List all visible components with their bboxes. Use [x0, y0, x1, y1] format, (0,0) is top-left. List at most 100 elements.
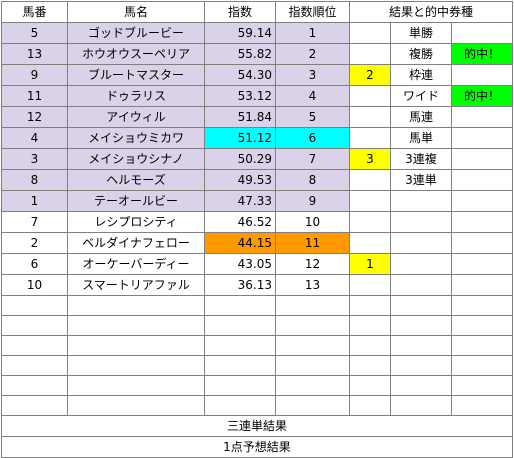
cell-number[interactable]: 3: [1, 148, 68, 170]
empty-cell[interactable]: [275, 335, 350, 356]
empty-cell[interactable]: [390, 355, 452, 376]
cell-rank[interactable]: 2: [275, 43, 350, 65]
cell-ticket[interactable]: [390, 253, 452, 275]
cell-hit[interactable]: [451, 22, 513, 44]
cell-index[interactable]: 51.84: [204, 106, 276, 128]
empty-cell[interactable]: [275, 295, 350, 316]
cell-rank[interactable]: 6: [275, 127, 350, 149]
cell-hit[interactable]: [451, 190, 513, 212]
empty-cell[interactable]: [204, 335, 276, 356]
cell-result[interactable]: [349, 274, 391, 296]
cell-horse[interactable]: ベルダイナフェロー: [67, 232, 205, 254]
cell-hit[interactable]: [451, 211, 513, 233]
header-result[interactable]: 結果と的中券種: [349, 1, 513, 23]
cell-horse[interactable]: ドゥラリス: [67, 85, 205, 107]
empty-cell[interactable]: [275, 355, 350, 376]
empty-cell[interactable]: [204, 375, 276, 396]
cell-index[interactable]: 59.14: [204, 22, 276, 44]
cell-hit[interactable]: 的中！: [451, 85, 513, 107]
cell-ticket[interactable]: [390, 232, 452, 254]
empty-cell[interactable]: [451, 395, 513, 416]
empty-cell[interactable]: [67, 395, 205, 416]
cell-result[interactable]: [349, 169, 391, 191]
one-point-result-cell[interactable]: 1点予想結果: [1, 436, 513, 458]
cell-hit[interactable]: [451, 64, 513, 86]
cell-hit[interactable]: [451, 106, 513, 128]
empty-cell[interactable]: [1, 315, 68, 336]
cell-ticket[interactable]: 枠連: [390, 64, 452, 86]
cell-result[interactable]: 1: [349, 253, 391, 275]
cell-horse[interactable]: レシプロシティ: [67, 211, 205, 233]
empty-cell[interactable]: [204, 315, 276, 336]
cell-index[interactable]: 55.82: [204, 43, 276, 65]
cell-result[interactable]: [349, 43, 391, 65]
empty-cell[interactable]: [349, 395, 391, 416]
cell-result[interactable]: [349, 127, 391, 149]
empty-cell[interactable]: [275, 315, 350, 336]
cell-result[interactable]: [349, 85, 391, 107]
cell-horse[interactable]: アイウィル: [67, 106, 205, 128]
empty-cell[interactable]: [67, 355, 205, 376]
cell-horse[interactable]: メイショウミカワ: [67, 127, 205, 149]
empty-cell[interactable]: [67, 375, 205, 396]
empty-cell[interactable]: [67, 315, 205, 336]
cell-result[interactable]: [349, 190, 391, 212]
empty-cell[interactable]: [451, 375, 513, 396]
empty-cell[interactable]: [204, 395, 276, 416]
empty-cell[interactable]: [204, 355, 276, 376]
cell-hit[interactable]: 的中！: [451, 43, 513, 65]
cell-number[interactable]: 1: [1, 190, 68, 212]
cell-number[interactable]: 5: [1, 22, 68, 44]
cell-number[interactable]: 9: [1, 64, 68, 86]
cell-rank[interactable]: 11: [275, 232, 350, 254]
empty-cell[interactable]: [390, 295, 452, 316]
trifecta-result-cell[interactable]: 三連単結果: [1, 415, 513, 437]
cell-horse[interactable]: オーケーバーディー: [67, 253, 205, 275]
cell-hit[interactable]: [451, 253, 513, 275]
cell-ticket[interactable]: [390, 274, 452, 296]
cell-rank[interactable]: 1: [275, 22, 350, 44]
empty-cell[interactable]: [349, 335, 391, 356]
cell-horse[interactable]: ヘルモーズ: [67, 169, 205, 191]
cell-number[interactable]: 13: [1, 43, 68, 65]
cell-number[interactable]: 2: [1, 232, 68, 254]
cell-rank[interactable]: 4: [275, 85, 350, 107]
cell-rank[interactable]: 8: [275, 169, 350, 191]
cell-ticket[interactable]: 3連単: [390, 169, 452, 191]
cell-index[interactable]: 51.12: [204, 127, 276, 149]
empty-cell[interactable]: [349, 295, 391, 316]
cell-horse[interactable]: ゴッドブルービー: [67, 22, 205, 44]
cell-result[interactable]: 2: [349, 64, 391, 86]
cell-result[interactable]: 3: [349, 148, 391, 170]
cell-index[interactable]: 49.53: [204, 169, 276, 191]
cell-rank[interactable]: 5: [275, 106, 350, 128]
cell-rank[interactable]: 3: [275, 64, 350, 86]
empty-cell[interactable]: [275, 395, 350, 416]
cell-hit[interactable]: [451, 232, 513, 254]
cell-hit[interactable]: [451, 274, 513, 296]
cell-index[interactable]: 54.30: [204, 64, 276, 86]
cell-result[interactable]: [349, 106, 391, 128]
cell-result[interactable]: [349, 211, 391, 233]
empty-cell[interactable]: [204, 295, 276, 316]
empty-cell[interactable]: [390, 335, 452, 356]
cell-number[interactable]: 6: [1, 253, 68, 275]
empty-cell[interactable]: [390, 395, 452, 416]
cell-rank[interactable]: 12: [275, 253, 350, 275]
cell-number[interactable]: 11: [1, 85, 68, 107]
empty-cell[interactable]: [349, 375, 391, 396]
empty-cell[interactable]: [451, 355, 513, 376]
cell-index[interactable]: 47.33: [204, 190, 276, 212]
cell-hit[interactable]: [451, 127, 513, 149]
cell-ticket[interactable]: [390, 190, 452, 212]
cell-index[interactable]: 44.15: [204, 232, 276, 254]
cell-number[interactable]: 8: [1, 169, 68, 191]
header-horse[interactable]: 馬名: [67, 1, 205, 23]
empty-cell[interactable]: [451, 315, 513, 336]
cell-ticket[interactable]: [390, 211, 452, 233]
cell-horse[interactable]: スマートリアファル: [67, 274, 205, 296]
cell-rank[interactable]: 9: [275, 190, 350, 212]
cell-index[interactable]: 53.12: [204, 85, 276, 107]
cell-index[interactable]: 50.29: [204, 148, 276, 170]
cell-rank[interactable]: 7: [275, 148, 350, 170]
